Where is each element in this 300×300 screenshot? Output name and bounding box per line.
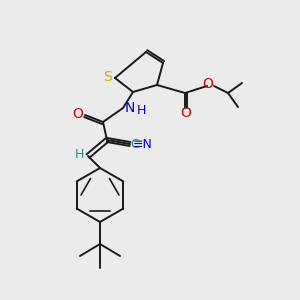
Text: C: C (130, 137, 140, 151)
Text: ≡N: ≡N (133, 139, 153, 152)
Text: O: O (181, 106, 191, 120)
Text: O: O (73, 107, 83, 121)
Text: S: S (103, 70, 112, 84)
Text: H: H (136, 104, 146, 118)
Text: H: H (74, 148, 84, 160)
Text: N: N (125, 101, 135, 115)
Text: O: O (202, 77, 213, 91)
